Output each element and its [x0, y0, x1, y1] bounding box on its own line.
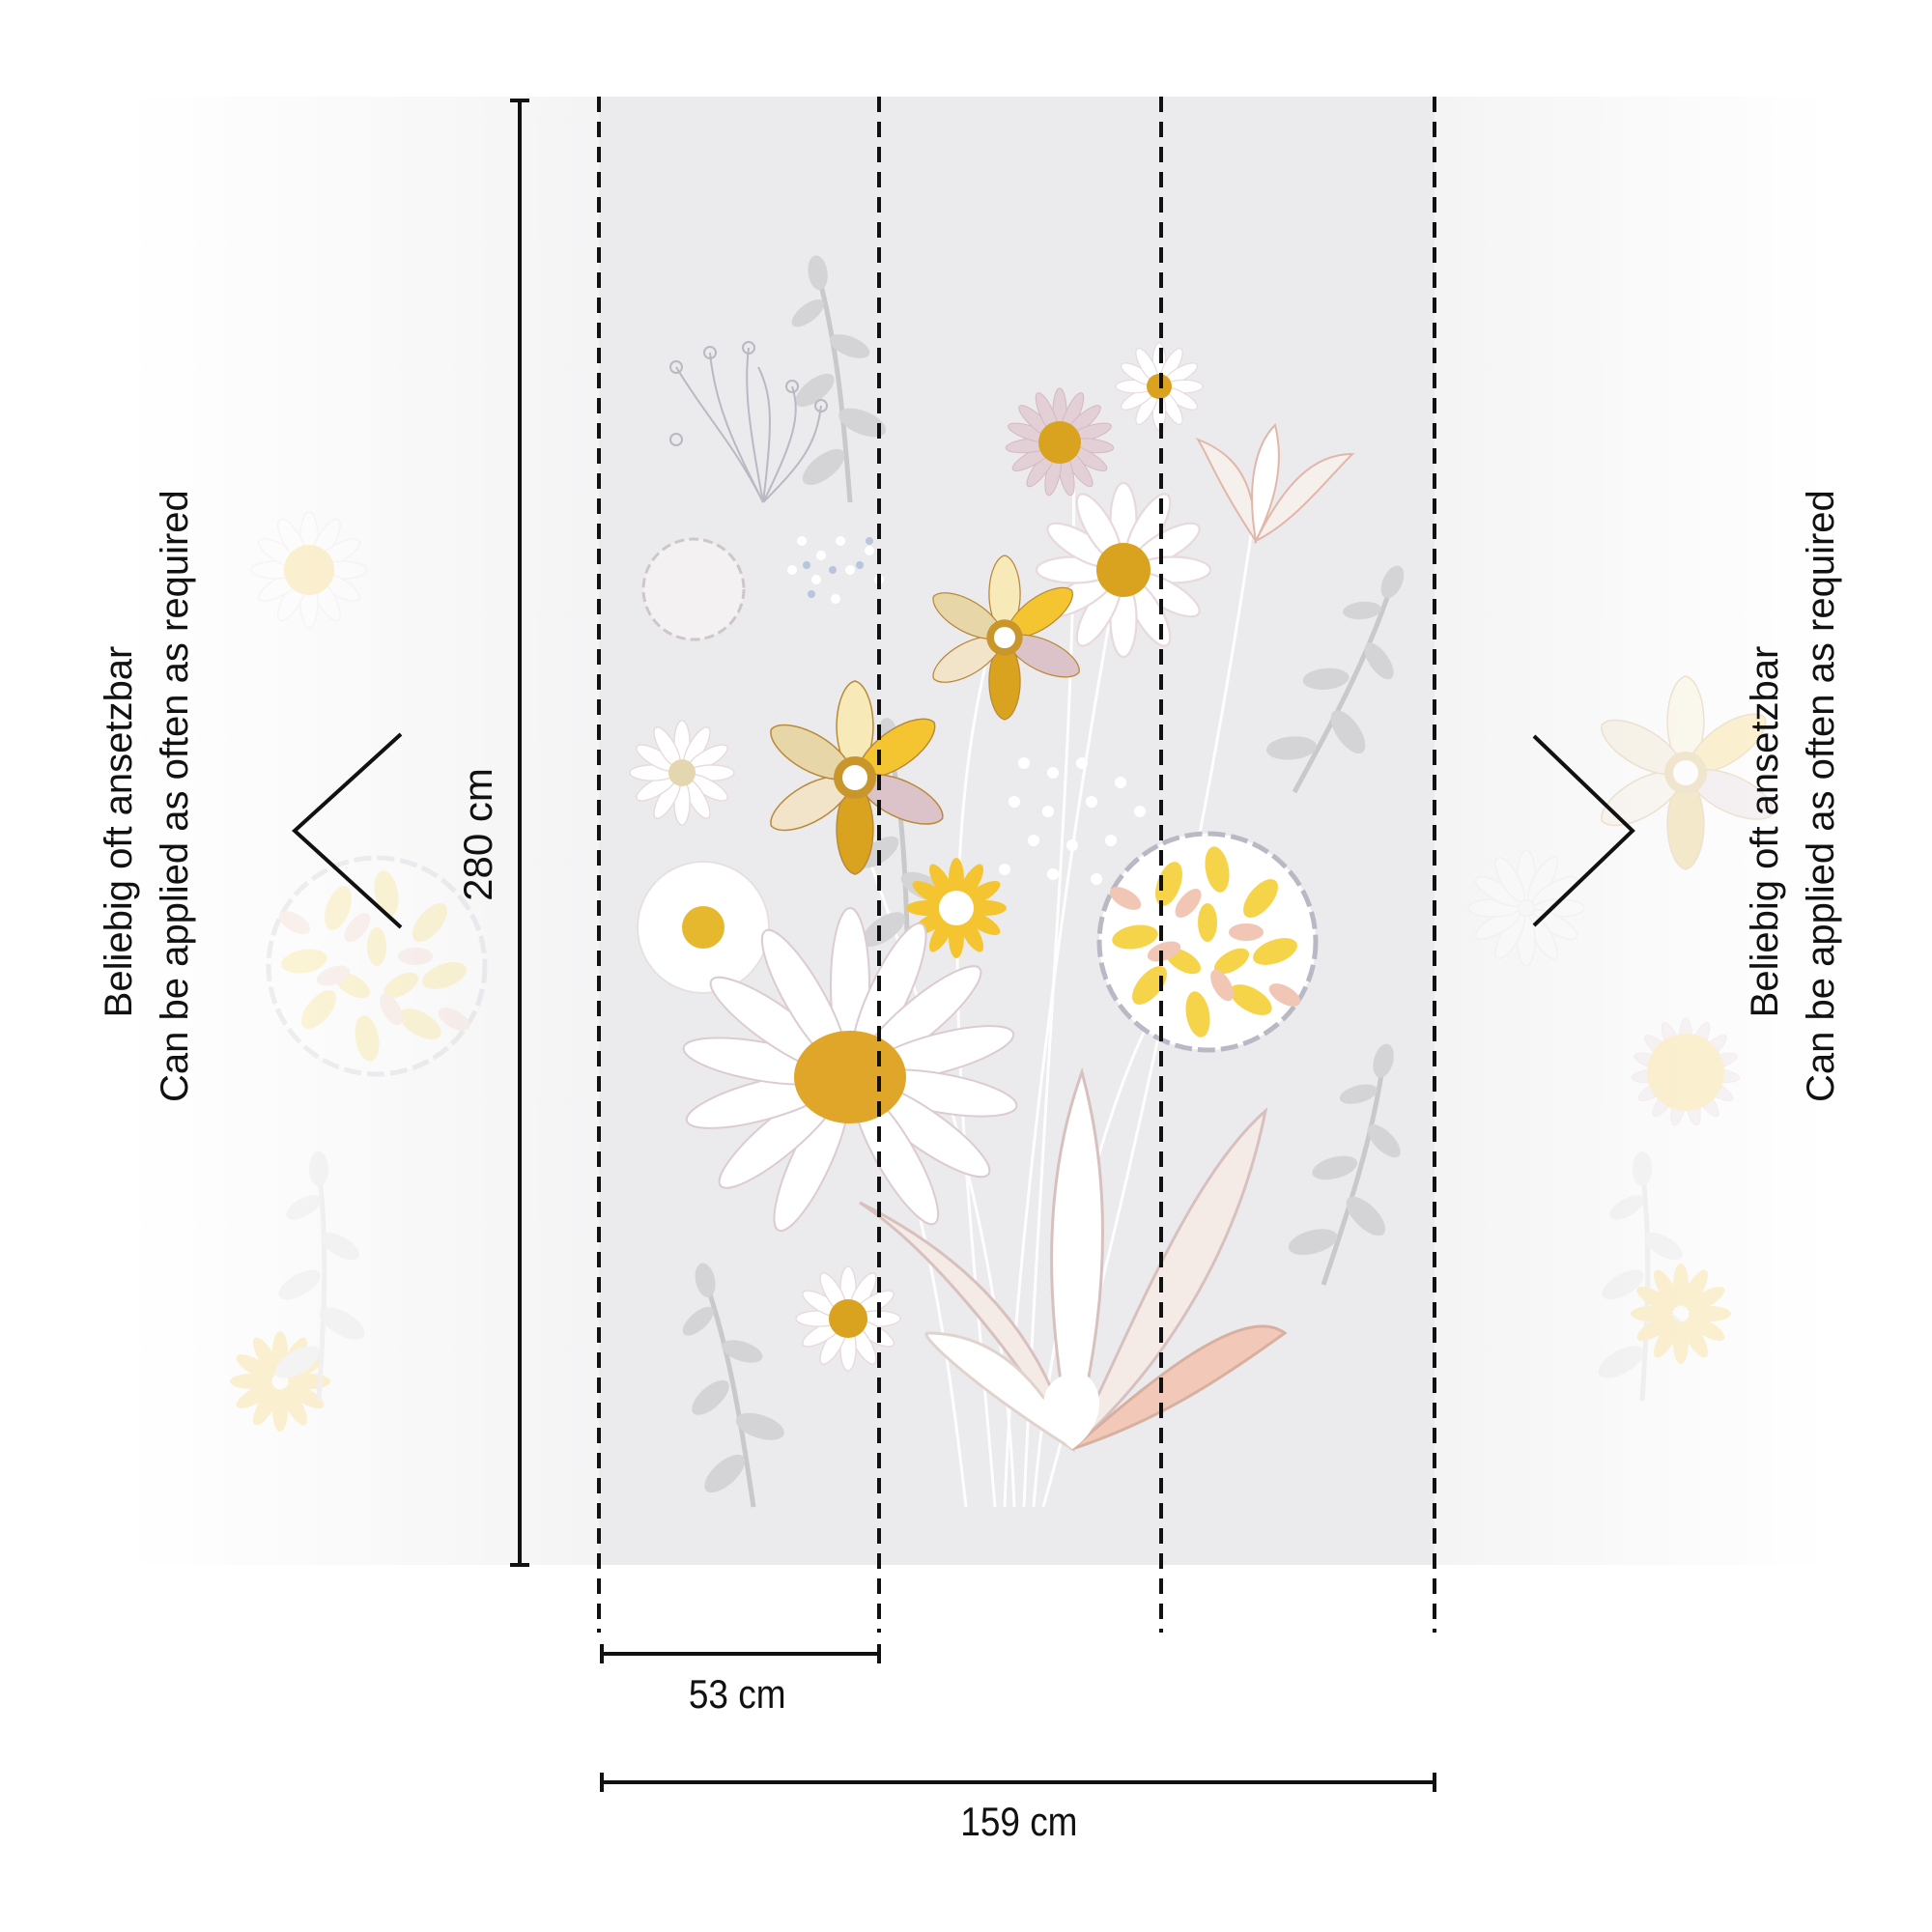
right-repeat-note-de: Beliebig oft ansetzbar [1744, 645, 1786, 1018]
chevron-right-icon [1532, 734, 1635, 927]
left-faded-motif [230, 511, 485, 1432]
floral-bouquet [629, 248, 1446, 1517]
left-repeat-note: Beliebig oft ansetzbar Can be applied as… [91, 490, 203, 1102]
left-repeat-note-de: Beliebig oft ansetzbar [98, 645, 140, 1018]
left-repeat-note-en: Can be applied as often as required [154, 490, 196, 1102]
chevron-left-icon [292, 732, 403, 929]
panel-width-label: 53 cm [688, 1671, 786, 1717]
height-dimension-line [510, 99, 529, 1567]
height-label: 280 cm [450, 762, 506, 907]
panel-seams [597, 97, 1436, 1633]
right-faded-motif [1467, 675, 1782, 1401]
height-label-text: 280 cm [455, 768, 500, 901]
panel-width-dimension-line [600, 1644, 881, 1663]
total-width-dimension-line [600, 1773, 1436, 1792]
total-width-label: 159 cm [960, 1799, 1078, 1844]
right-repeat-note-en: Can be applied as often as required [1800, 490, 1842, 1102]
right-repeat-note: Beliebig oft ansetzbar Can be applied as… [1737, 490, 1849, 1102]
